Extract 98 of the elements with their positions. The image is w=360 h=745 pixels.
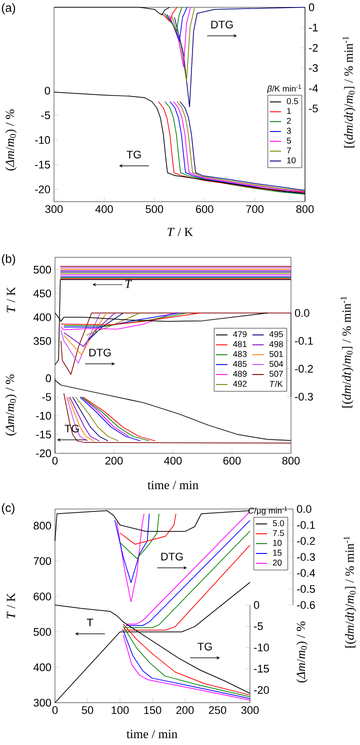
x-axis-title: time / min [126, 730, 178, 738]
legend-label: 483 [233, 350, 247, 357]
legend-label: 479 [233, 331, 247, 338]
legend-label: 0.5 [286, 98, 298, 104]
x-tick-label: 250 [208, 706, 226, 714]
legend-label: 10 [287, 157, 296, 164]
chart-title: (c) [2, 503, 14, 514]
y-tick-label: -10 [35, 136, 50, 144]
y2-tick-label: -5 [309, 104, 318, 112]
y2-tick-label: -3 [309, 64, 318, 72]
annotation: DTG [211, 20, 233, 28]
y2-tick-label: -0.1 [295, 337, 313, 345]
legend-label: 504 [270, 360, 284, 367]
legend-title: T/K [270, 380, 283, 387]
annotation: DTG [89, 348, 111, 356]
y-axis-title: T / K [6, 286, 16, 312]
y-tick-label: 700 [34, 557, 52, 565]
y-tick-label: 800 [34, 522, 52, 530]
x-tick-label: 400 [95, 205, 113, 213]
y2-tick-label: -0.2 [297, 537, 315, 545]
y-tick-label: -20 [35, 186, 50, 194]
y2-tick-label: 0.0 [294, 309, 310, 317]
x-tick-label: 500 [146, 205, 164, 213]
legend-label: 507 [270, 370, 283, 377]
text: [(dm/dt)/m$_{0}$] / % min$^{-1}$ [344, 536, 356, 648]
legend-label: 7 [286, 148, 291, 154]
x-tick-label: 800 [282, 456, 300, 465]
x-axis-title: time / min [148, 480, 198, 490]
x-tick-label: 200 [176, 706, 194, 714]
x-tick-label: 0 [52, 456, 58, 465]
x-tick-label: 200 [105, 456, 123, 465]
x-tick-label: 100 [112, 706, 129, 714]
y3-tick-label: -20 [254, 686, 269, 694]
y3-tick-label: -10 [254, 644, 269, 652]
legend-label: 5 [286, 138, 291, 144]
x-tick-label: 600 [223, 456, 241, 465]
y2-tick-label: -0.6 [297, 601, 315, 609]
x-tick-label: 150 [144, 706, 162, 714]
y2-tick-label: -2 [309, 44, 318, 52]
legend-label: 489 [233, 370, 247, 377]
legend-label: 2 [286, 118, 291, 124]
legend-label: 7.5 [272, 530, 284, 536]
annotation: T [86, 618, 94, 626]
legend-label: 492 [233, 380, 247, 387]
annotation: TG [198, 642, 212, 650]
annotation: DTG [161, 552, 183, 560]
text: [(dm/dt)/m$_{0}$] / % min$^{-1}$ [340, 296, 354, 408]
y-tick-label: 400 [33, 313, 52, 322]
y-tick-label: -5 [41, 112, 50, 120]
annotation: T [125, 280, 132, 288]
y-tick-label: 500 [34, 266, 52, 274]
y-tick-label: 350 [34, 337, 52, 345]
y3-tick-label: 0 [254, 601, 260, 609]
legend-label: 498 [269, 341, 283, 348]
y2-tick-label: -0.3 [295, 392, 313, 401]
legend-title: C/μg min$^{-1}$ [248, 506, 288, 516]
y3-tick-label: -5 [254, 622, 263, 630]
legend-label: 1 [287, 108, 291, 114]
y2-tick-label: -0.5 [297, 585, 315, 593]
y-tick-label: -15 [35, 160, 50, 169]
x-tick-label: 800 [296, 205, 314, 213]
x-axis-title: T / K [168, 228, 194, 236]
legend-label: 501 [270, 350, 283, 357]
y2-tick-label: -4 [309, 84, 318, 92]
chart-title: (b) [2, 254, 16, 266]
y-tick-label: 600 [34, 592, 52, 600]
y-tick-label: 0 [44, 86, 50, 95]
legend-label: 495 [269, 331, 283, 338]
text: [(dm/dt)/m$_{0}$] / % min$^{-1}$ [342, 36, 356, 148]
y2-tick-label: -0.1 [297, 521, 315, 529]
y2-tick-label: -0.2 [295, 364, 313, 373]
legend-label: 481 [233, 341, 247, 348]
y-tick-label: 450 [33, 290, 52, 298]
y3-tick-label: -15 [254, 664, 269, 673]
y-tick-label: 300 [34, 698, 52, 707]
x-tick-label: 0 [52, 706, 58, 714]
y-tick-label: 500 [34, 628, 52, 636]
x-tick-label: 400 [164, 456, 182, 465]
y2-tick-label: 0 [308, 3, 314, 12]
annotation: TG [126, 150, 141, 158]
x-tick-label: 50 [82, 706, 94, 714]
x-tick-label: 700 [246, 205, 264, 213]
y2-tick-label: -1 [309, 24, 318, 32]
legend-label: 485 [233, 360, 247, 367]
y-axis-title: T / K [6, 592, 16, 618]
legend-label: 20 [272, 560, 282, 566]
y2-tick-label: 0.0 [296, 505, 312, 513]
legend-label: 5.0 [272, 520, 284, 526]
legend-label: 10 [273, 540, 282, 546]
x-tick-label: 300 [241, 706, 259, 714]
legend-label: 15 [273, 550, 282, 556]
legend-title: β/K min$^{-1}$ [266, 84, 302, 94]
y2-tick-label: -0.4 [297, 569, 316, 577]
y-tick-label: 400 [33, 663, 52, 672]
legend-label: 3 [286, 128, 291, 134]
chart-title: (a) [2, 3, 16, 14]
x-tick-label: 600 [196, 205, 214, 213]
y2-tick-label: -0.3 [297, 553, 315, 561]
